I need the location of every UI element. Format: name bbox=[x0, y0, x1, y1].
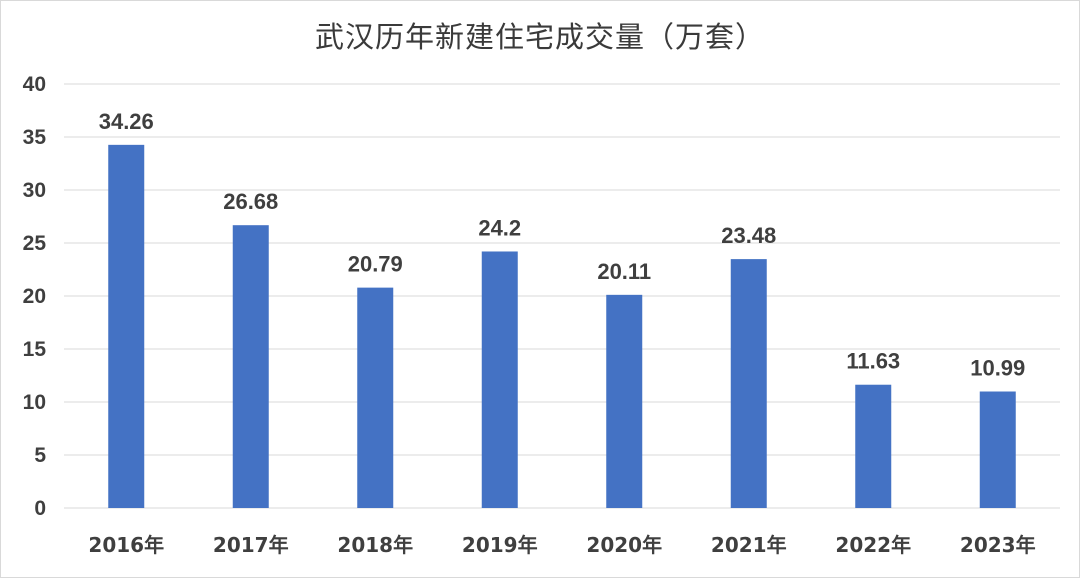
gridlines bbox=[64, 83, 1060, 509]
y-tick-label: 25 bbox=[23, 232, 47, 255]
y-tick-label: 5 bbox=[34, 444, 46, 467]
data-label: 20.11 bbox=[597, 259, 651, 284]
x-tick-label: 2016年 bbox=[88, 533, 164, 557]
x-tick-label: 2023年 bbox=[960, 533, 1036, 557]
data-label: 23.48 bbox=[721, 223, 776, 248]
x-tick-label: 2018年 bbox=[337, 533, 413, 557]
data-label: 10.99 bbox=[970, 356, 1025, 381]
chart-title: 武汉历年新建住宅成交量（万套） bbox=[314, 20, 765, 54]
x-tick-label: 2019年 bbox=[462, 533, 538, 557]
x-tick-label: 2021年 bbox=[711, 533, 787, 557]
y-tick-label: 30 bbox=[23, 179, 46, 202]
bar bbox=[979, 391, 1016, 508]
y-axis-ticks: 0 5 10 15 20 25 30 35 40 bbox=[23, 73, 47, 520]
y-tick-label: 35 bbox=[23, 126, 47, 149]
y-tick-label: 10 bbox=[23, 391, 46, 414]
bar bbox=[730, 259, 767, 508]
y-tick-label: 0 bbox=[34, 497, 46, 520]
data-labels: 34.26 26.68 20.79 24.2 20.11 23.48 11.63 10.99 bbox=[99, 109, 1026, 381]
y-tick-label: 15 bbox=[23, 338, 47, 361]
bar bbox=[108, 144, 145, 508]
data-label: 24.2 bbox=[478, 215, 521, 240]
x-axis-ticks: 2016年 2017年 2018年 2019年 2020年 2021年 2022年 2023年 bbox=[88, 533, 1035, 557]
bars bbox=[108, 144, 1016, 509]
data-label: 26.68 bbox=[223, 189, 278, 214]
bar bbox=[606, 294, 643, 508]
data-label: 11.63 bbox=[846, 349, 900, 374]
bar bbox=[232, 225, 269, 508]
y-tick-label: 40 bbox=[23, 73, 46, 96]
bar bbox=[481, 251, 518, 509]
data-label: 34.26 bbox=[99, 109, 154, 134]
x-tick-label: 2022年 bbox=[835, 533, 911, 557]
x-tick-label: 2020年 bbox=[586, 533, 662, 557]
data-label: 20.79 bbox=[348, 252, 403, 277]
bar bbox=[357, 287, 394, 508]
bar bbox=[855, 384, 892, 508]
x-tick-label: 2017年 bbox=[213, 533, 289, 557]
y-tick-label: 20 bbox=[23, 285, 46, 308]
